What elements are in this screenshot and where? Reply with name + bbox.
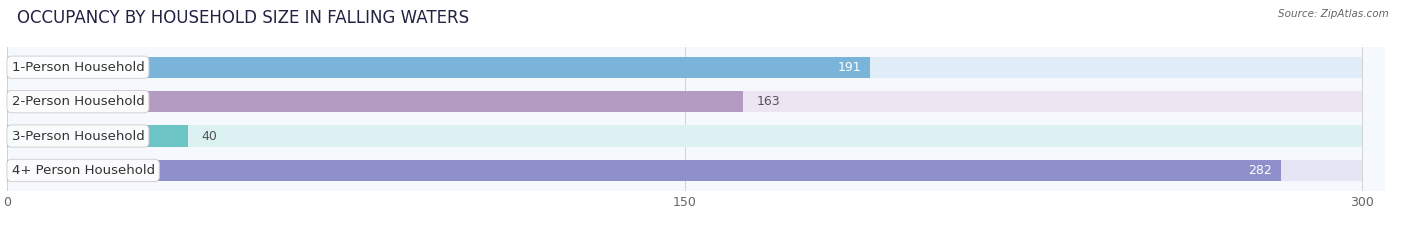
Bar [7,125,188,147]
Text: 191: 191 [837,61,860,74]
Text: 2-Person Household: 2-Person Household [11,95,145,108]
Bar [7,91,1362,112]
Text: 282: 282 [1249,164,1272,177]
Bar [7,57,1362,78]
Text: 4+ Person Household: 4+ Person Household [11,164,155,177]
Text: OCCUPANCY BY HOUSEHOLD SIZE IN FALLING WATERS: OCCUPANCY BY HOUSEHOLD SIZE IN FALLING W… [17,9,470,27]
Bar [7,160,1362,181]
Text: 1-Person Household: 1-Person Household [11,61,145,74]
Text: Source: ZipAtlas.com: Source: ZipAtlas.com [1278,9,1389,19]
Text: 40: 40 [201,130,217,143]
Bar [7,125,1362,147]
Bar [7,160,1281,181]
Text: 3-Person Household: 3-Person Household [11,130,145,143]
Bar [7,91,744,112]
Bar [7,57,870,78]
Text: 163: 163 [756,95,780,108]
